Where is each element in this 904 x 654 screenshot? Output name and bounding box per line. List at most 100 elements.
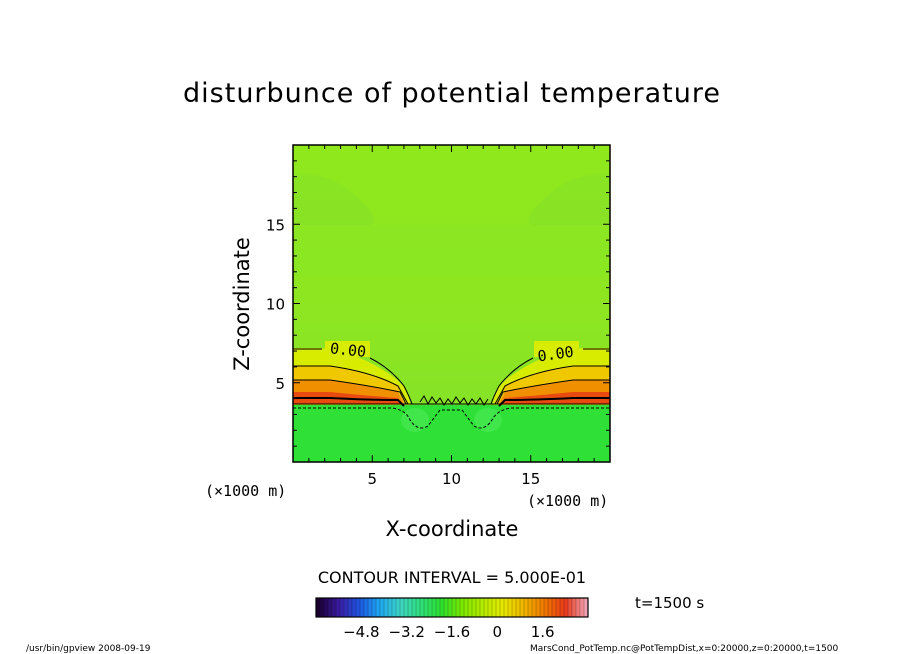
colorbar-cell xyxy=(524,598,529,617)
colorbar-cell xyxy=(356,598,361,617)
colorbar-cell xyxy=(316,598,321,617)
colorbar-cell xyxy=(452,598,457,617)
colorbar-cell xyxy=(392,598,397,617)
colorbar-cell xyxy=(552,598,557,617)
colorbar-cell xyxy=(332,598,337,617)
colorbar-tick-label: −1.6 xyxy=(434,623,470,641)
colorbar-cell xyxy=(568,598,573,617)
colorbar-cell xyxy=(344,598,349,617)
contour-base-thick xyxy=(293,397,610,407)
plot-area: 0.00 0.00 xyxy=(292,144,611,463)
contour-left-1 xyxy=(293,365,409,405)
colorbar-cell xyxy=(468,598,473,617)
colorbar-cell xyxy=(576,598,581,617)
colorbar-cell xyxy=(432,598,437,617)
colorbar-cell xyxy=(388,598,393,617)
colorbar-cell xyxy=(440,598,445,617)
contour-left-2 xyxy=(293,379,407,405)
colorbar: −4.8 −3.2 −1.6 0 1.6 xyxy=(315,597,589,641)
upper-field-lobe-left xyxy=(293,174,375,225)
contour-dashed-lower xyxy=(293,407,610,429)
colorbar-cell xyxy=(328,598,333,617)
colorbar-cell xyxy=(380,598,385,617)
colorbar-cell xyxy=(408,598,413,617)
colorbar-tick-label: −4.8 xyxy=(343,623,379,641)
colorbar-cell xyxy=(420,598,425,617)
colorbar-cell xyxy=(444,598,449,617)
lower-field-bulge-left xyxy=(401,408,429,432)
colorbar-cell xyxy=(400,598,405,617)
colorbar-cell xyxy=(472,598,477,617)
colorbar-cell xyxy=(496,598,501,617)
colorbar-cell xyxy=(528,598,533,617)
colorbar-cell xyxy=(364,598,369,617)
contour-interval: CONTOUR INTERVAL = 5.000E-01 xyxy=(318,568,586,587)
upper-field-band xyxy=(293,225,610,275)
colorbar-cell xyxy=(548,598,553,617)
colorbar-cell xyxy=(464,598,469,617)
colorbar-tick-labels: −4.8 −3.2 −1.6 0 1.6 xyxy=(343,623,554,641)
colorbar-cell xyxy=(348,598,353,617)
colorbar-cell xyxy=(572,598,577,617)
colorbar-cell xyxy=(484,598,489,617)
frame-ticks xyxy=(293,145,610,462)
colorbar-cell xyxy=(360,598,365,617)
colorbar-cell xyxy=(416,598,421,617)
footer-right: MarsCond_PotTemp.nc@PotTempDist,x=0:2000… xyxy=(530,644,839,654)
lower-field-bulge-right xyxy=(474,408,502,432)
contour-lines xyxy=(293,348,610,429)
contour-label-right: 0.00 xyxy=(536,343,574,366)
x-tick-label: 5 xyxy=(367,470,377,488)
colorbar-cell xyxy=(512,598,517,617)
chart-title: disturbunce of potential temperature xyxy=(183,78,721,109)
colorbar-cell xyxy=(372,598,377,617)
colorbar-tick-label: 1.6 xyxy=(531,623,555,641)
colorbar-cell xyxy=(492,598,497,617)
contour-label-left: 0.00 xyxy=(329,339,367,361)
colorbar-cell xyxy=(324,598,329,617)
colorbar-cell xyxy=(336,598,341,617)
y-axis-title: Z-coordinate xyxy=(230,237,254,371)
x-axis-unit: (×1000 m) xyxy=(527,492,608,510)
colorbar-cell xyxy=(480,598,485,617)
time-label: t=1500 s xyxy=(635,594,704,612)
contour-zero-left-tail xyxy=(369,357,413,405)
contour-right-2 xyxy=(496,379,610,405)
colorbar-cell xyxy=(412,598,417,617)
x-tick-labels: 5 10 15 xyxy=(367,470,540,488)
lower-field xyxy=(293,405,610,462)
colorbar-cell xyxy=(536,598,541,617)
colorbar-cell xyxy=(516,598,521,617)
contour-turbulence xyxy=(419,395,489,406)
colorbar-cell xyxy=(436,598,441,617)
colorbar-cell xyxy=(456,598,461,617)
colorbar-cell xyxy=(488,598,493,617)
contour-zero-right-tail xyxy=(490,357,534,405)
colorbar-tick-label: 0 xyxy=(493,623,503,641)
colorbar-cell xyxy=(580,598,585,617)
colorbar-cell xyxy=(560,598,565,617)
colorbar-cell xyxy=(500,598,505,617)
colorbar-cell xyxy=(428,598,433,617)
colorbar-cell xyxy=(508,598,513,617)
colorbar-cell xyxy=(460,598,465,617)
z-axis-unit: (×1000 m) xyxy=(205,482,286,500)
colorbar-cell xyxy=(384,598,389,617)
colorbar-cell xyxy=(556,598,561,617)
y-tick-labels: 5 10 15 xyxy=(266,216,285,393)
colorbar-cell xyxy=(564,598,569,617)
colorbar-cell xyxy=(504,598,509,617)
footer-left: /usr/bin/gpview 2008-09-19 xyxy=(26,644,151,654)
colorbar-tick-label: −3.2 xyxy=(388,623,424,641)
contour-label-bg-left xyxy=(325,341,370,357)
colorbar-cell xyxy=(320,598,325,617)
colorbar-cell xyxy=(540,598,545,617)
y-tick-label: 10 xyxy=(266,296,285,314)
colorbar-cell xyxy=(520,598,525,617)
colorbar-cell xyxy=(404,598,409,617)
colorbar-stripes xyxy=(315,598,589,617)
colorbar-cell xyxy=(424,598,429,617)
upper-field-lobe-right xyxy=(528,174,610,225)
colorbar-cell xyxy=(368,598,373,617)
y-tick-label: 5 xyxy=(275,375,285,393)
